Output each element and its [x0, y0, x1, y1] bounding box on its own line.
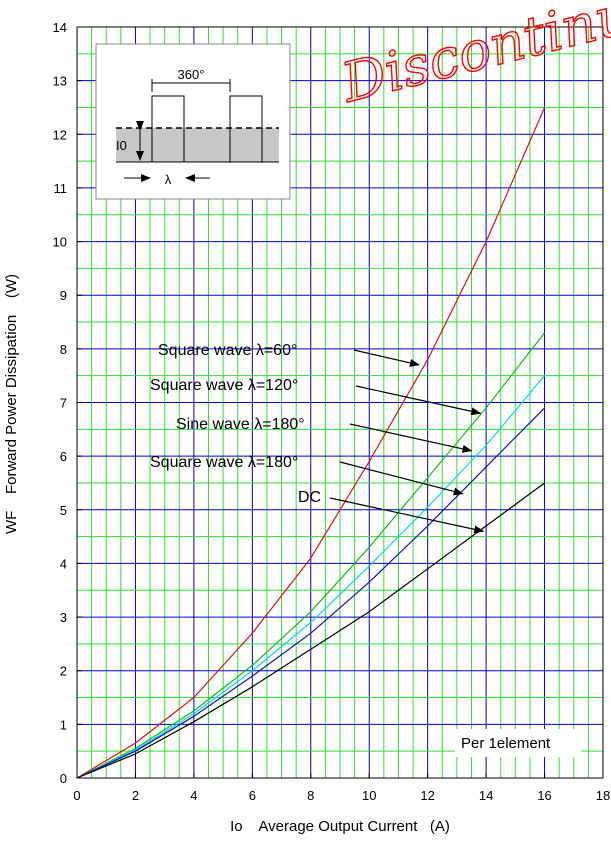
x-tick-label: 6 — [249, 788, 256, 803]
annotation-arrow-4 — [339, 461, 464, 496]
y-tick-label: 7 — [60, 396, 67, 411]
note-box: Per 1element — [455, 729, 581, 757]
waveform-inset: 360° I0 λ — [95, 43, 291, 200]
y-tick-label: 8 — [60, 342, 67, 357]
annotation-label-5: DC — [298, 489, 321, 506]
inset-angle-label: 360° — [178, 67, 205, 82]
series-line-4 — [76, 407, 546, 779]
discontinued-watermark: Discontinued — [335, 0, 611, 115]
y-tick-label: 4 — [60, 556, 67, 571]
annotation-arrow-2 — [355, 385, 482, 416]
note-text: Per 1element — [461, 735, 551, 752]
annotation-label-1: Square wave λ=60° — [158, 342, 297, 359]
series-line-3 — [76, 375, 546, 779]
y-tick-label: 9 — [60, 288, 67, 303]
x-tick-label: 16 — [537, 788, 551, 803]
annotation-label-4: Square wave λ=180° — [150, 454, 298, 471]
x-axis-title: Io Average Output Current (A) — [230, 818, 450, 835]
inset-width-label: λ — [165, 172, 172, 187]
annotation-arrow-1 — [353, 349, 420, 367]
x-tick-label: 4 — [190, 788, 197, 803]
x-tick-label: 2 — [132, 788, 139, 803]
y-tick-label: 2 — [60, 664, 67, 679]
x-tick-label: 8 — [307, 788, 314, 803]
annotation-arrow-3 — [349, 423, 473, 453]
inset-square-pulses — [116, 95, 263, 163]
y-axis-title: WF Forward Power Dissipation (W) — [3, 274, 20, 534]
x-tick-label: 10 — [362, 788, 376, 803]
annotation-label-2: Square wave λ=120° — [150, 377, 298, 394]
x-tick-label: 12 — [420, 788, 434, 803]
series-line-2 — [76, 332, 546, 779]
x-tick-label: 18 — [596, 788, 610, 803]
annotation-arrow-5 — [329, 497, 485, 534]
y-tick-label: 14 — [53, 20, 67, 35]
y-tick-label: 12 — [53, 127, 67, 142]
y-tick-label: 5 — [60, 503, 67, 518]
y-tick-label: 13 — [53, 74, 67, 89]
y-tick-label: 10 — [53, 235, 67, 250]
annotations: Square wave λ=60° Square wave λ=120° Sine … — [150, 342, 485, 534]
series-lines — [76, 107, 546, 779]
y-tick-label: 11 — [54, 181, 68, 196]
series-line-1 — [76, 107, 546, 779]
y-tick-label: 0 — [60, 771, 67, 786]
annotation-label-3: Sine wave λ=180° — [176, 416, 305, 433]
y-tick-label: 3 — [60, 610, 67, 625]
x-tick-label: 14 — [479, 788, 493, 803]
y-tick-label: 6 — [60, 449, 67, 464]
series-line-5 — [76, 482, 545, 779]
y-tick-label: 1 — [60, 717, 67, 732]
inset-current-label: I0 — [116, 138, 127, 153]
x-tick-label: 0 — [73, 788, 80, 803]
